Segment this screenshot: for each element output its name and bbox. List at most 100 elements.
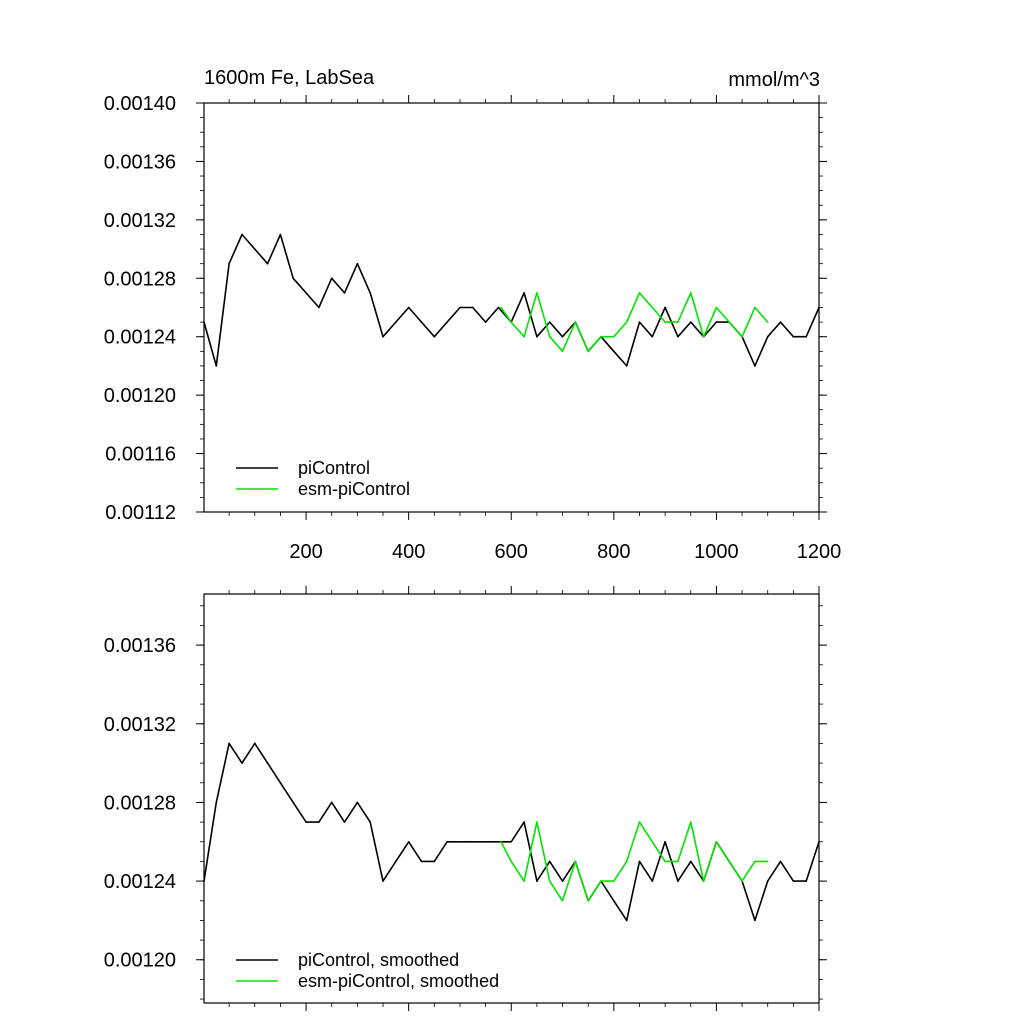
data-point <box>766 880 769 882</box>
data-point <box>420 860 423 863</box>
data-point <box>754 860 756 863</box>
data-point <box>279 782 282 784</box>
y-tick-label: 0.00140 <box>104 93 176 115</box>
data-point <box>613 900 615 902</box>
y-tick-label: 0.00124 <box>104 327 176 349</box>
data-point <box>266 762 269 764</box>
data-point <box>292 801 295 804</box>
data-point <box>459 841 461 843</box>
legend-label: piControl, smoothed <box>298 950 459 970</box>
data-point <box>625 321 628 323</box>
legend-label: piControl <box>298 458 370 478</box>
data-point <box>574 860 577 863</box>
data-point <box>625 365 628 367</box>
data-point <box>536 335 538 338</box>
data-point <box>433 335 436 338</box>
legend-label: esm-piControl <box>298 479 410 499</box>
data-point <box>356 262 359 265</box>
data-point <box>305 292 307 294</box>
data-point <box>728 321 730 323</box>
y-tick-label: 0.00136 <box>104 635 176 657</box>
data-point <box>484 841 487 843</box>
bottom-panel: 0.00120 0.00124 0.00128 0.00132 0.00136 piCo… <box>104 586 827 1011</box>
data-point <box>500 306 502 309</box>
data-point <box>702 880 705 882</box>
data-point <box>343 821 346 823</box>
data-point <box>254 248 256 250</box>
data-point <box>536 821 538 823</box>
data-point <box>433 860 436 863</box>
plot-frame-top <box>203 102 820 513</box>
data-point <box>741 335 743 338</box>
data-point <box>395 860 397 863</box>
series-line-picontrol <box>203 233 820 367</box>
data-point <box>228 742 230 745</box>
data-point <box>728 860 730 863</box>
data-point <box>407 306 410 309</box>
data-point <box>382 880 384 882</box>
units-label: mmol/m^3 <box>728 69 820 91</box>
data-point <box>305 821 307 823</box>
data-point <box>651 335 654 338</box>
data-point <box>330 277 333 280</box>
data-point <box>677 321 679 323</box>
y-tick-label: 0.00128 <box>104 792 176 814</box>
y-tick-label: 0.00124 <box>104 871 176 893</box>
data-point <box>472 841 474 843</box>
series-line-esm-picontrol-smoothed <box>500 821 768 902</box>
data-point <box>523 335 525 338</box>
data-point <box>613 350 615 353</box>
data-point <box>446 841 448 843</box>
data-point <box>548 880 551 882</box>
data-point <box>500 841 502 843</box>
data-point <box>523 292 525 294</box>
data-point <box>510 321 512 323</box>
data-point <box>792 880 795 882</box>
data-point <box>382 335 384 338</box>
series-line-picontrol-smoothed <box>203 742 820 922</box>
y-tick-label: 0.00120 <box>104 385 176 407</box>
data-point <box>715 306 718 309</box>
data-point <box>638 821 641 823</box>
data-point <box>677 860 679 863</box>
data-point <box>805 880 807 882</box>
data-point <box>805 335 807 338</box>
data-point <box>318 821 320 823</box>
data-point <box>420 321 423 323</box>
data-point <box>548 860 551 863</box>
x-tick-label: 1200 <box>797 541 842 563</box>
data-point <box>343 292 346 294</box>
data-point <box>690 292 692 294</box>
chart-title: 1600m Fe, LabSea <box>204 67 375 89</box>
data-point <box>215 365 218 367</box>
x-tick-label: 200 <box>289 541 322 563</box>
data-point <box>279 233 282 236</box>
y-tick-label: 0.00136 <box>104 151 176 173</box>
y-tick-label: 0.00132 <box>104 210 176 232</box>
data-point <box>510 860 512 863</box>
data-point <box>330 801 333 804</box>
data-point <box>497 841 500 843</box>
y-tick-label: 0.00116 <box>105 444 176 466</box>
data-point <box>369 821 372 823</box>
data-point <box>651 880 654 882</box>
data-point <box>613 335 615 338</box>
data-point <box>651 841 654 843</box>
data-point <box>587 900 589 902</box>
data-point <box>766 860 769 863</box>
top-panel: 1600m Fe, LabSea mmol/m^3 0.00112 0.00116… <box>104 67 842 563</box>
data-point <box>677 335 679 338</box>
data-point <box>754 365 756 367</box>
data-point <box>561 335 564 338</box>
data-point <box>715 841 718 843</box>
data-point <box>625 860 628 863</box>
data-point <box>690 860 692 863</box>
data-point <box>215 801 218 804</box>
data-point <box>497 306 500 309</box>
y-tick-label: 0.00132 <box>104 714 176 736</box>
data-point <box>613 880 615 882</box>
data-point <box>677 880 679 882</box>
data-point <box>318 306 320 309</box>
data-point <box>536 292 538 294</box>
